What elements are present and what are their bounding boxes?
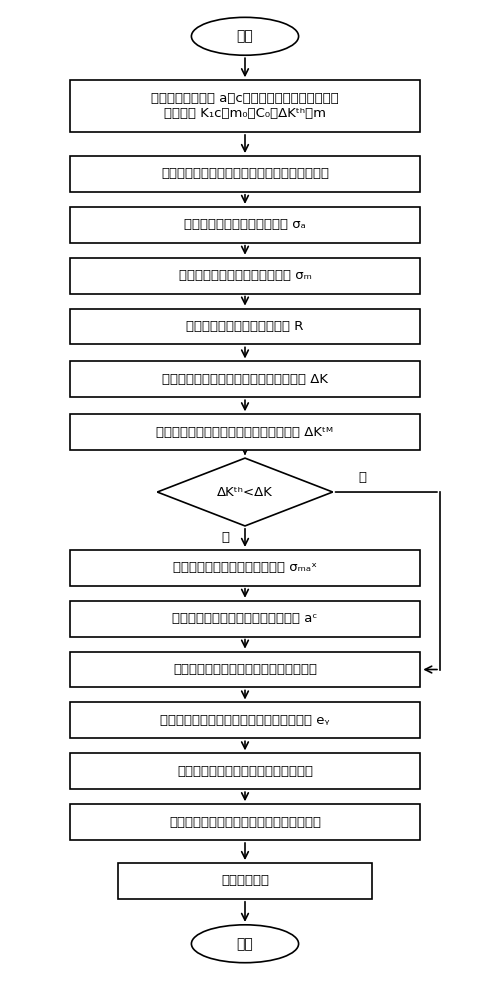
Text: 计算汽轮机转子的高周疲劳寿命循环次数: 计算汽轮机转子的高周疲劳寿命循环次数 — [173, 663, 317, 676]
Ellipse shape — [192, 17, 298, 55]
FancyBboxPatch shape — [118, 863, 372, 899]
FancyBboxPatch shape — [70, 753, 420, 789]
Text: ΔKᵗʰ<ΔK: ΔKᵗʰ<ΔK — [217, 486, 273, 499]
Text: 输入探伤裂纹尺寸 a、c，探伤裂纹中心坐标，材料
试验常数 K₁c、m₀、C₀、ΔKᵗʰ、m: 输入探伤裂纹尺寸 a、c，探伤裂纹中心坐标，材料 试验常数 K₁c、m₀、C₀、… — [151, 92, 339, 120]
FancyBboxPatch shape — [70, 601, 420, 637]
Text: 打印输出结果: 打印输出结果 — [221, 874, 269, 887]
Text: 开始: 开始 — [237, 29, 253, 43]
FancyBboxPatch shape — [70, 414, 420, 450]
Polygon shape — [157, 458, 333, 526]
Text: 计算汽轮机焊接转子裂纹所在部位的最大主应力: 计算汽轮机焊接转子裂纹所在部位的最大主应力 — [161, 167, 329, 180]
FancyBboxPatch shape — [70, 652, 420, 687]
FancyBboxPatch shape — [70, 702, 420, 738]
Text: 结束: 结束 — [237, 937, 253, 951]
Text: 计算汽轮机焊接转子高周疲劳寿命年数: 计算汽轮机焊接转子高周疲劳寿命年数 — [177, 765, 313, 778]
FancyBboxPatch shape — [70, 804, 420, 840]
Text: 计算汽轮机焊接转子的应力强度因子范围 ΔK: 计算汽轮机焊接转子的应力强度因子范围 ΔK — [162, 373, 328, 386]
Text: 确定疲劳裂纹扩展的应力强度因子门槛值 ΔKᵗᴹ: 确定疲劳裂纹扩展的应力强度因子门槛值 ΔKᵗᴹ — [156, 426, 334, 439]
Text: 否: 否 — [358, 471, 366, 484]
Text: 是: 是 — [221, 531, 229, 544]
Text: 计算汽轮机焊接转子的应力幅 σₐ: 计算汽轮机焊接转子的应力幅 σₐ — [184, 218, 306, 231]
Text: 汽轮机焊接转子高周疲劳寿命的安全性控制: 汽轮机焊接转子高周疲劳寿命的安全性控制 — [169, 816, 321, 829]
FancyBboxPatch shape — [70, 207, 420, 243]
Ellipse shape — [192, 925, 298, 963]
Text: 计算汽轮机焊接转子年均高周疲劳循环次数 eᵧ: 计算汽轮机焊接转子年均高周疲劳循环次数 eᵧ — [160, 714, 330, 727]
FancyBboxPatch shape — [70, 258, 420, 294]
FancyBboxPatch shape — [70, 80, 420, 132]
FancyBboxPatch shape — [70, 156, 420, 192]
Text: 计算汽轮机焊接转子的最大应力 σₘₐˣ: 计算汽轮机焊接转子的最大应力 σₘₐˣ — [173, 561, 317, 574]
FancyBboxPatch shape — [70, 361, 420, 397]
Text: 计算汽轮机焊接转子的临界裂纹尺寸 aᶜ: 计算汽轮机焊接转子的临界裂纹尺寸 aᶜ — [172, 612, 318, 625]
FancyBboxPatch shape — [70, 309, 420, 344]
Text: 计算汽轮机焊接转子的应力比 R: 计算汽轮机焊接转子的应力比 R — [186, 320, 304, 333]
FancyBboxPatch shape — [70, 550, 420, 586]
Text: 计算汽轮机焊接转子的平均应力 σₘ: 计算汽轮机焊接转子的平均应力 σₘ — [178, 269, 312, 282]
